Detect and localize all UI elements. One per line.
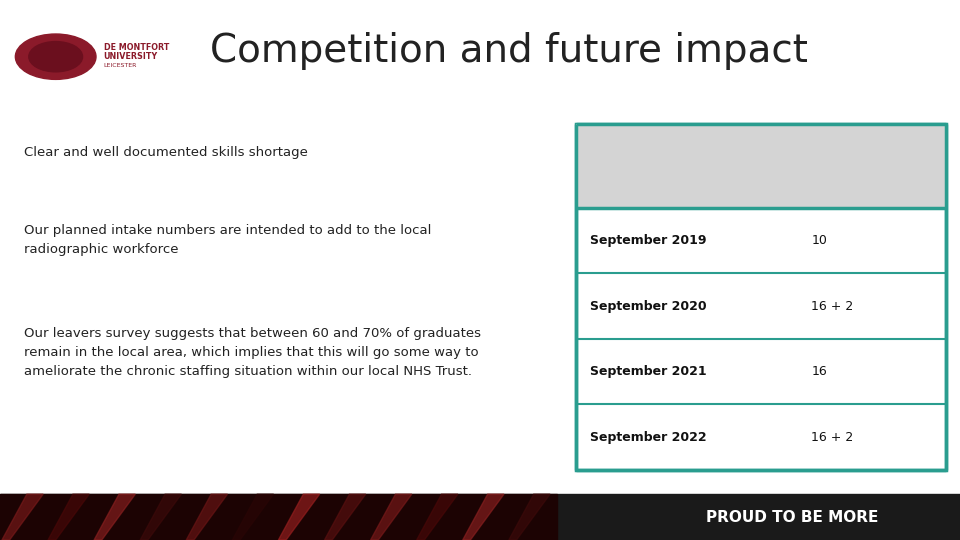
Bar xyxy=(576,124,946,208)
Text: September 2021: September 2021 xyxy=(590,365,707,378)
Text: LEICESTER: LEICESTER xyxy=(104,63,137,69)
Text: Competition and future impact: Competition and future impact xyxy=(210,32,807,70)
Text: 16 + 2: 16 + 2 xyxy=(811,430,853,443)
Text: UNIVERSITY: UNIVERSITY xyxy=(104,52,158,61)
Text: September 2020: September 2020 xyxy=(590,300,707,313)
Text: September 2019: September 2019 xyxy=(590,234,707,247)
FancyBboxPatch shape xyxy=(576,124,946,470)
Text: DE MONTFORT: DE MONTFORT xyxy=(104,43,169,52)
Circle shape xyxy=(15,34,96,79)
Text: PROUD TO BE MORE: PROUD TO BE MORE xyxy=(706,510,878,524)
Text: Clear and well documented skills shortage: Clear and well documented skills shortag… xyxy=(24,146,308,159)
Text: (First year intake): (First year intake) xyxy=(590,154,701,167)
Circle shape xyxy=(29,42,83,72)
Text: Students: Students xyxy=(806,134,870,147)
Text: Cohort: Cohort xyxy=(590,134,637,147)
Text: Our leavers survey suggests that between 60 and 70% of graduates
remain in the l: Our leavers survey suggests that between… xyxy=(24,327,481,377)
Text: Our planned intake numbers are intended to add to the local
radiographic workfor: Our planned intake numbers are intended … xyxy=(24,224,431,256)
Text: 10: 10 xyxy=(811,234,828,247)
Text: September 2022: September 2022 xyxy=(590,430,707,443)
Text: 16 + 2: 16 + 2 xyxy=(811,300,853,313)
Text: 16: 16 xyxy=(811,365,827,378)
